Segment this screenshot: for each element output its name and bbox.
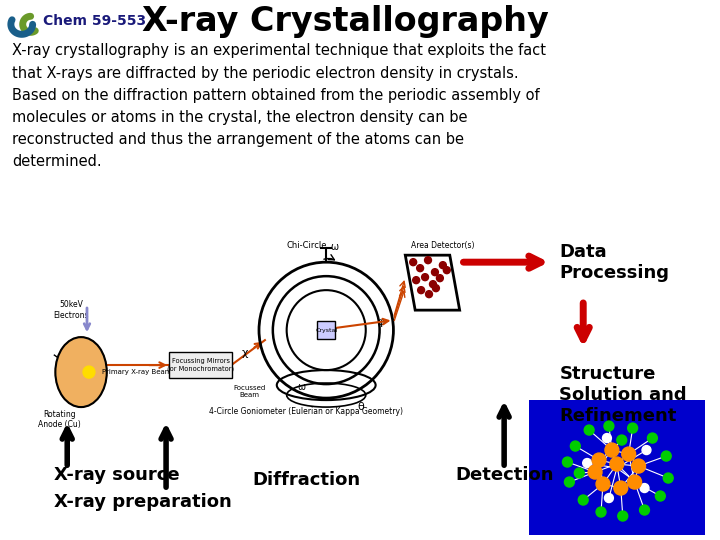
Circle shape xyxy=(562,457,572,467)
Text: Diffraction: Diffraction xyxy=(253,471,361,489)
Text: X-ray Crystallography: X-ray Crystallography xyxy=(143,5,549,38)
Text: X-ray crystallography is an experimental technique that exploits the fact
that X: X-ray crystallography is an experimental… xyxy=(12,43,546,170)
Text: θ: θ xyxy=(357,402,364,412)
Text: Focussed
Beam: Focussed Beam xyxy=(233,385,265,398)
Circle shape xyxy=(642,446,651,455)
Circle shape xyxy=(418,287,425,294)
Text: 50keV
Electrons: 50keV Electrons xyxy=(53,300,89,320)
Circle shape xyxy=(431,269,438,275)
Circle shape xyxy=(584,425,594,435)
Circle shape xyxy=(631,459,646,473)
Circle shape xyxy=(605,443,618,457)
Circle shape xyxy=(430,281,436,288)
Text: χ: χ xyxy=(242,348,248,358)
Circle shape xyxy=(578,495,588,505)
Circle shape xyxy=(603,434,611,443)
Circle shape xyxy=(661,451,671,461)
Text: Chi-Circle: Chi-Circle xyxy=(286,241,327,250)
Text: Crystal: Crystal xyxy=(315,328,337,333)
Polygon shape xyxy=(405,255,459,310)
Text: ω: ω xyxy=(297,382,305,392)
Circle shape xyxy=(605,494,613,503)
Circle shape xyxy=(422,274,428,281)
Text: Primary X-ray Beam: Primary X-ray Beam xyxy=(102,369,171,375)
Text: Rotating
Anode (Cu): Rotating Anode (Cu) xyxy=(38,410,81,429)
Circle shape xyxy=(433,285,439,292)
Circle shape xyxy=(647,433,657,443)
Circle shape xyxy=(596,507,606,517)
Text: Area Detector(s): Area Detector(s) xyxy=(411,241,474,250)
Circle shape xyxy=(425,256,431,264)
Circle shape xyxy=(618,511,628,521)
Circle shape xyxy=(604,421,614,431)
Circle shape xyxy=(640,483,649,492)
Circle shape xyxy=(439,262,446,269)
Circle shape xyxy=(570,441,580,451)
Circle shape xyxy=(592,453,606,467)
Circle shape xyxy=(444,267,450,274)
Circle shape xyxy=(83,366,95,378)
Text: φ: φ xyxy=(377,317,384,327)
Circle shape xyxy=(564,477,575,487)
Text: Structure
Solution and
Refinement: Structure Solution and Refinement xyxy=(559,365,687,424)
Text: Data
Processing: Data Processing xyxy=(559,243,670,281)
Circle shape xyxy=(628,475,642,489)
Text: Chem 59-553: Chem 59-553 xyxy=(43,15,147,28)
Circle shape xyxy=(663,473,673,483)
Text: 4-Circle Goniometer (Eulerian or Kappa Geometry): 4-Circle Goniometer (Eulerian or Kappa G… xyxy=(210,407,403,416)
Text: Focussing Mirrors
(or Monochromator): Focussing Mirrors (or Monochromator) xyxy=(167,359,234,372)
Circle shape xyxy=(614,481,628,495)
Circle shape xyxy=(588,465,602,479)
Circle shape xyxy=(610,457,624,471)
FancyBboxPatch shape xyxy=(318,321,335,339)
Circle shape xyxy=(622,447,636,461)
Text: Detection: Detection xyxy=(455,466,554,484)
Circle shape xyxy=(617,435,626,445)
Circle shape xyxy=(655,491,665,501)
FancyBboxPatch shape xyxy=(529,400,705,535)
Circle shape xyxy=(426,291,433,298)
Text: X-ray source: X-ray source xyxy=(55,466,180,484)
Circle shape xyxy=(575,468,584,478)
Text: ω: ω xyxy=(330,242,338,252)
Circle shape xyxy=(436,275,444,282)
Circle shape xyxy=(628,423,638,433)
Circle shape xyxy=(413,276,420,284)
Circle shape xyxy=(639,505,649,515)
Circle shape xyxy=(596,477,610,491)
Ellipse shape xyxy=(55,337,107,407)
Circle shape xyxy=(410,259,417,266)
Circle shape xyxy=(582,458,592,468)
Text: X-ray preparation: X-ray preparation xyxy=(55,493,233,511)
FancyBboxPatch shape xyxy=(169,352,233,378)
Circle shape xyxy=(417,265,423,272)
